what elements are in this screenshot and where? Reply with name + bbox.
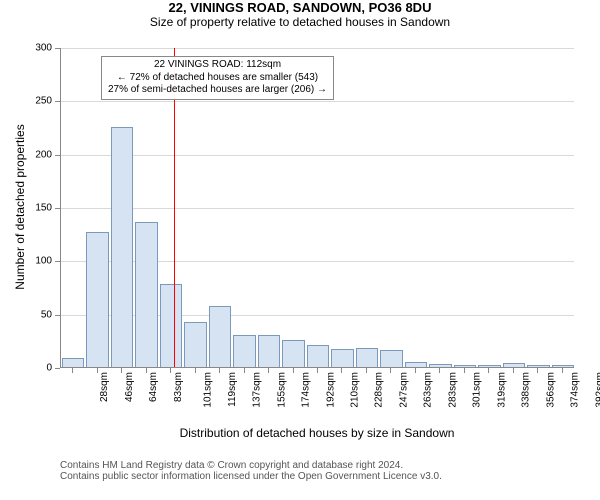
- ytick-label: 0: [46, 363, 52, 374]
- xtick-label: 301sqm: [472, 372, 483, 408]
- footer: Contains HM Land Registry data © Crown c…: [60, 460, 442, 482]
- xtick-label: 338sqm: [521, 372, 532, 408]
- histogram-bar: [552, 365, 575, 367]
- x-axis-label: Distribution of detached houses by size …: [60, 426, 574, 440]
- page-subtitle: Size of property relative to detached ho…: [0, 15, 600, 29]
- xtick-mark: [562, 368, 563, 373]
- ytick-mark: [55, 368, 60, 369]
- histogram-bar: [454, 365, 477, 367]
- ytick-mark: [55, 101, 60, 102]
- xtick-label: 28sqm: [99, 372, 110, 402]
- xtick-mark: [195, 368, 196, 373]
- xtick-mark: [537, 368, 538, 373]
- xtick-mark: [268, 368, 269, 373]
- xtick-label: 83sqm: [173, 372, 184, 402]
- xtick-label: 247sqm: [399, 372, 410, 408]
- histogram-bar: [62, 358, 85, 367]
- grid-line: [61, 208, 574, 209]
- histogram-bar: [184, 322, 207, 367]
- histogram-bar: [233, 335, 256, 367]
- xtick-mark: [121, 368, 122, 373]
- page-title: 22, VININGS ROAD, SANDOWN, PO36 8DU: [0, 0, 600, 15]
- chart-plot-area: 22 VININGS ROAD: 112sqm← 72% of detached…: [60, 48, 574, 368]
- xtick-mark: [97, 368, 98, 373]
- xtick-mark: [170, 368, 171, 373]
- xtick-mark: [72, 368, 73, 373]
- xtick-label: 64sqm: [148, 372, 159, 402]
- xtick-mark: [464, 368, 465, 373]
- annotation-box: 22 VININGS ROAD: 112sqm← 72% of detached…: [101, 56, 334, 100]
- histogram-bar: [307, 345, 330, 367]
- xtick-mark: [439, 368, 440, 373]
- xtick-mark: [146, 368, 147, 373]
- xtick-label: 263sqm: [423, 372, 434, 408]
- xtick-label: 174sqm: [301, 372, 312, 408]
- histogram-bar: [478, 365, 501, 367]
- histogram-bar: [331, 349, 354, 367]
- xtick-mark: [317, 368, 318, 373]
- footer-line-1: Contains HM Land Registry data © Crown c…: [60, 460, 442, 471]
- histogram-bar: [111, 127, 134, 367]
- histogram-bar: [135, 222, 158, 367]
- ytick-mark: [55, 48, 60, 49]
- histogram-bar: [258, 335, 281, 367]
- ytick-label: 50: [41, 309, 52, 320]
- xtick-mark: [488, 368, 489, 373]
- xtick-label: 192sqm: [325, 372, 336, 408]
- histogram-bar: [503, 363, 526, 367]
- histogram-bar: [282, 340, 305, 367]
- histogram-bar: [429, 364, 452, 367]
- ytick-mark: [55, 315, 60, 316]
- footer-line-2: Contains public sector information licen…: [60, 471, 442, 482]
- xtick-label: 392sqm: [594, 372, 600, 408]
- ytick-mark: [55, 261, 60, 262]
- xtick-label: 46sqm: [124, 372, 135, 402]
- grid-line: [61, 101, 574, 102]
- xtick-mark: [219, 368, 220, 373]
- xtick-mark: [390, 368, 391, 373]
- xtick-label: 228sqm: [374, 372, 385, 408]
- xtick-label: 137sqm: [252, 372, 263, 408]
- grid-line: [61, 48, 574, 49]
- ytick-label: 250: [35, 96, 52, 107]
- annotation-line: 22 VININGS ROAD: 112sqm: [108, 59, 327, 72]
- xtick-mark: [293, 368, 294, 373]
- histogram-bar: [209, 306, 232, 367]
- ytick-label: 150: [35, 203, 52, 214]
- histogram-bar: [160, 284, 183, 367]
- xtick-label: 210sqm: [350, 372, 361, 408]
- xtick-label: 155sqm: [276, 372, 287, 408]
- ytick-mark: [55, 155, 60, 156]
- xtick-label: 119sqm: [226, 372, 237, 407]
- histogram-bar: [527, 365, 550, 367]
- histogram-bar: [86, 232, 109, 367]
- histogram-bar: [380, 350, 403, 367]
- xtick-label: 319sqm: [496, 372, 507, 408]
- histogram-bar: [356, 348, 379, 367]
- histogram-bar: [405, 362, 428, 367]
- xtick-label: 283sqm: [447, 372, 458, 408]
- annotation-line: 27% of semi-detached houses are larger (…: [108, 84, 327, 97]
- ytick-mark: [55, 208, 60, 209]
- grid-line: [61, 155, 574, 156]
- ytick-label: 300: [35, 43, 52, 54]
- xtick-mark: [415, 368, 416, 373]
- ytick-label: 100: [35, 256, 52, 267]
- xtick-mark: [366, 368, 367, 373]
- annotation-line: ← 72% of detached houses are smaller (54…: [108, 72, 327, 85]
- xtick-mark: [513, 368, 514, 373]
- xtick-mark: [244, 368, 245, 373]
- xtick-label: 374sqm: [570, 372, 581, 408]
- xtick-label: 356sqm: [545, 372, 556, 408]
- y-axis-label: Number of detached properties: [13, 107, 27, 307]
- xtick-label: 101sqm: [203, 372, 214, 408]
- xtick-mark: [341, 368, 342, 373]
- ytick-label: 200: [35, 149, 52, 160]
